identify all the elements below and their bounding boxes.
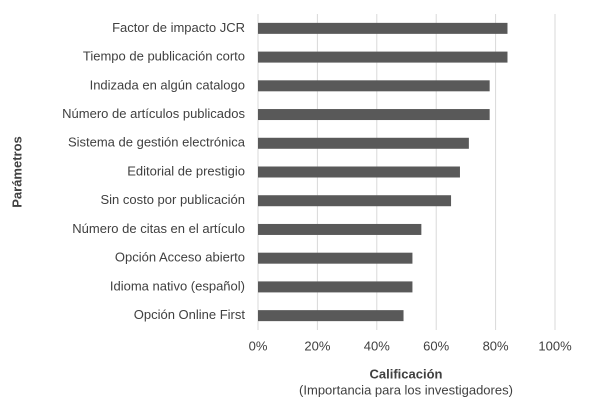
y-tick-label: Sin costo por publicación	[100, 192, 245, 207]
bar	[258, 166, 460, 178]
bar	[258, 223, 422, 235]
y-tick-label: Sistema de gestión electrónica	[68, 135, 246, 150]
y-tick-label: Idioma nativo (español)	[110, 278, 245, 293]
y-tick-label: Opción Online First	[134, 307, 246, 322]
x-tick-label: 100%	[538, 338, 572, 353]
x-tick-label: 20%	[304, 338, 330, 353]
x-tick-label: 40%	[364, 338, 390, 353]
bar	[258, 109, 490, 121]
bar	[258, 310, 404, 322]
y-tick-label: Editorial de prestigio	[127, 163, 245, 178]
bar	[258, 22, 508, 34]
x-axis-title: Calificación	[370, 366, 443, 381]
y-tick-label: Número de citas en el artículo	[72, 221, 245, 236]
bar	[258, 252, 413, 264]
y-tick-label: Opción Acceso abierto	[115, 250, 245, 265]
y-tick-label: Factor de impacto JCR	[112, 20, 245, 35]
x-tick-label: 0%	[249, 338, 268, 353]
x-axis-subtitle: (Importancia para los investigadores)	[299, 382, 513, 397]
x-tick-label: 60%	[423, 338, 449, 353]
x-tick-label: 80%	[483, 338, 509, 353]
bar	[258, 195, 452, 207]
bar	[258, 281, 413, 293]
y-tick-label: Tiempo de publicación corto	[83, 49, 245, 64]
bar	[258, 51, 508, 63]
y-axis-title: Parámetros	[9, 136, 24, 208]
y-tick-label: Indizada en algún catalogo	[90, 77, 245, 92]
y-tick-label: Número de artículos publicados	[62, 106, 245, 121]
bar	[258, 80, 490, 92]
bar	[258, 137, 469, 149]
